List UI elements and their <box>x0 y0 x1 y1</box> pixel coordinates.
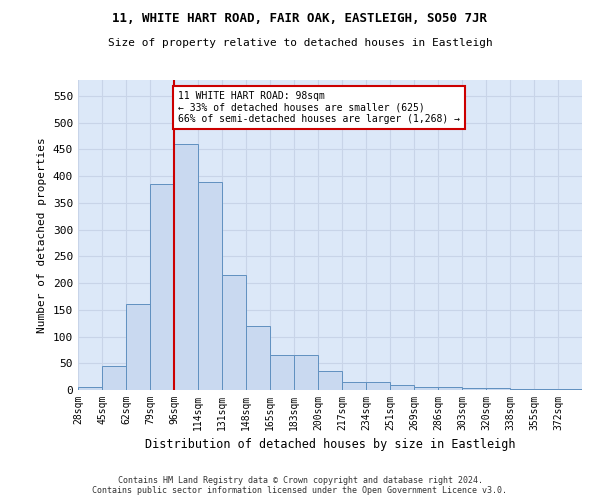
Bar <box>390 384 414 390</box>
Bar <box>270 356 294 390</box>
Bar <box>150 184 174 390</box>
Text: 11 WHITE HART ROAD: 98sqm
← 33% of detached houses are smaller (625)
66% of semi: 11 WHITE HART ROAD: 98sqm ← 33% of detac… <box>178 90 460 124</box>
Bar <box>318 372 342 390</box>
Text: Size of property relative to detached houses in Eastleigh: Size of property relative to detached ho… <box>107 38 493 48</box>
Bar <box>462 388 486 390</box>
Bar <box>366 382 390 390</box>
Bar <box>78 388 102 390</box>
Bar <box>222 275 246 390</box>
Y-axis label: Number of detached properties: Number of detached properties <box>37 137 47 333</box>
Bar <box>534 389 558 390</box>
Bar <box>414 388 438 390</box>
X-axis label: Distribution of detached houses by size in Eastleigh: Distribution of detached houses by size … <box>145 438 515 452</box>
Bar <box>246 326 270 390</box>
Bar <box>510 389 534 390</box>
Bar <box>102 366 126 390</box>
Bar <box>342 382 366 390</box>
Text: 11, WHITE HART ROAD, FAIR OAK, EASTLEIGH, SO50 7JR: 11, WHITE HART ROAD, FAIR OAK, EASTLEIGH… <box>113 12 487 26</box>
Bar <box>294 356 318 390</box>
Bar <box>198 182 222 390</box>
Bar <box>486 388 510 390</box>
Bar <box>438 388 462 390</box>
Text: Contains HM Land Registry data © Crown copyright and database right 2024.
Contai: Contains HM Land Registry data © Crown c… <box>92 476 508 495</box>
Bar <box>126 304 150 390</box>
Bar <box>174 144 198 390</box>
